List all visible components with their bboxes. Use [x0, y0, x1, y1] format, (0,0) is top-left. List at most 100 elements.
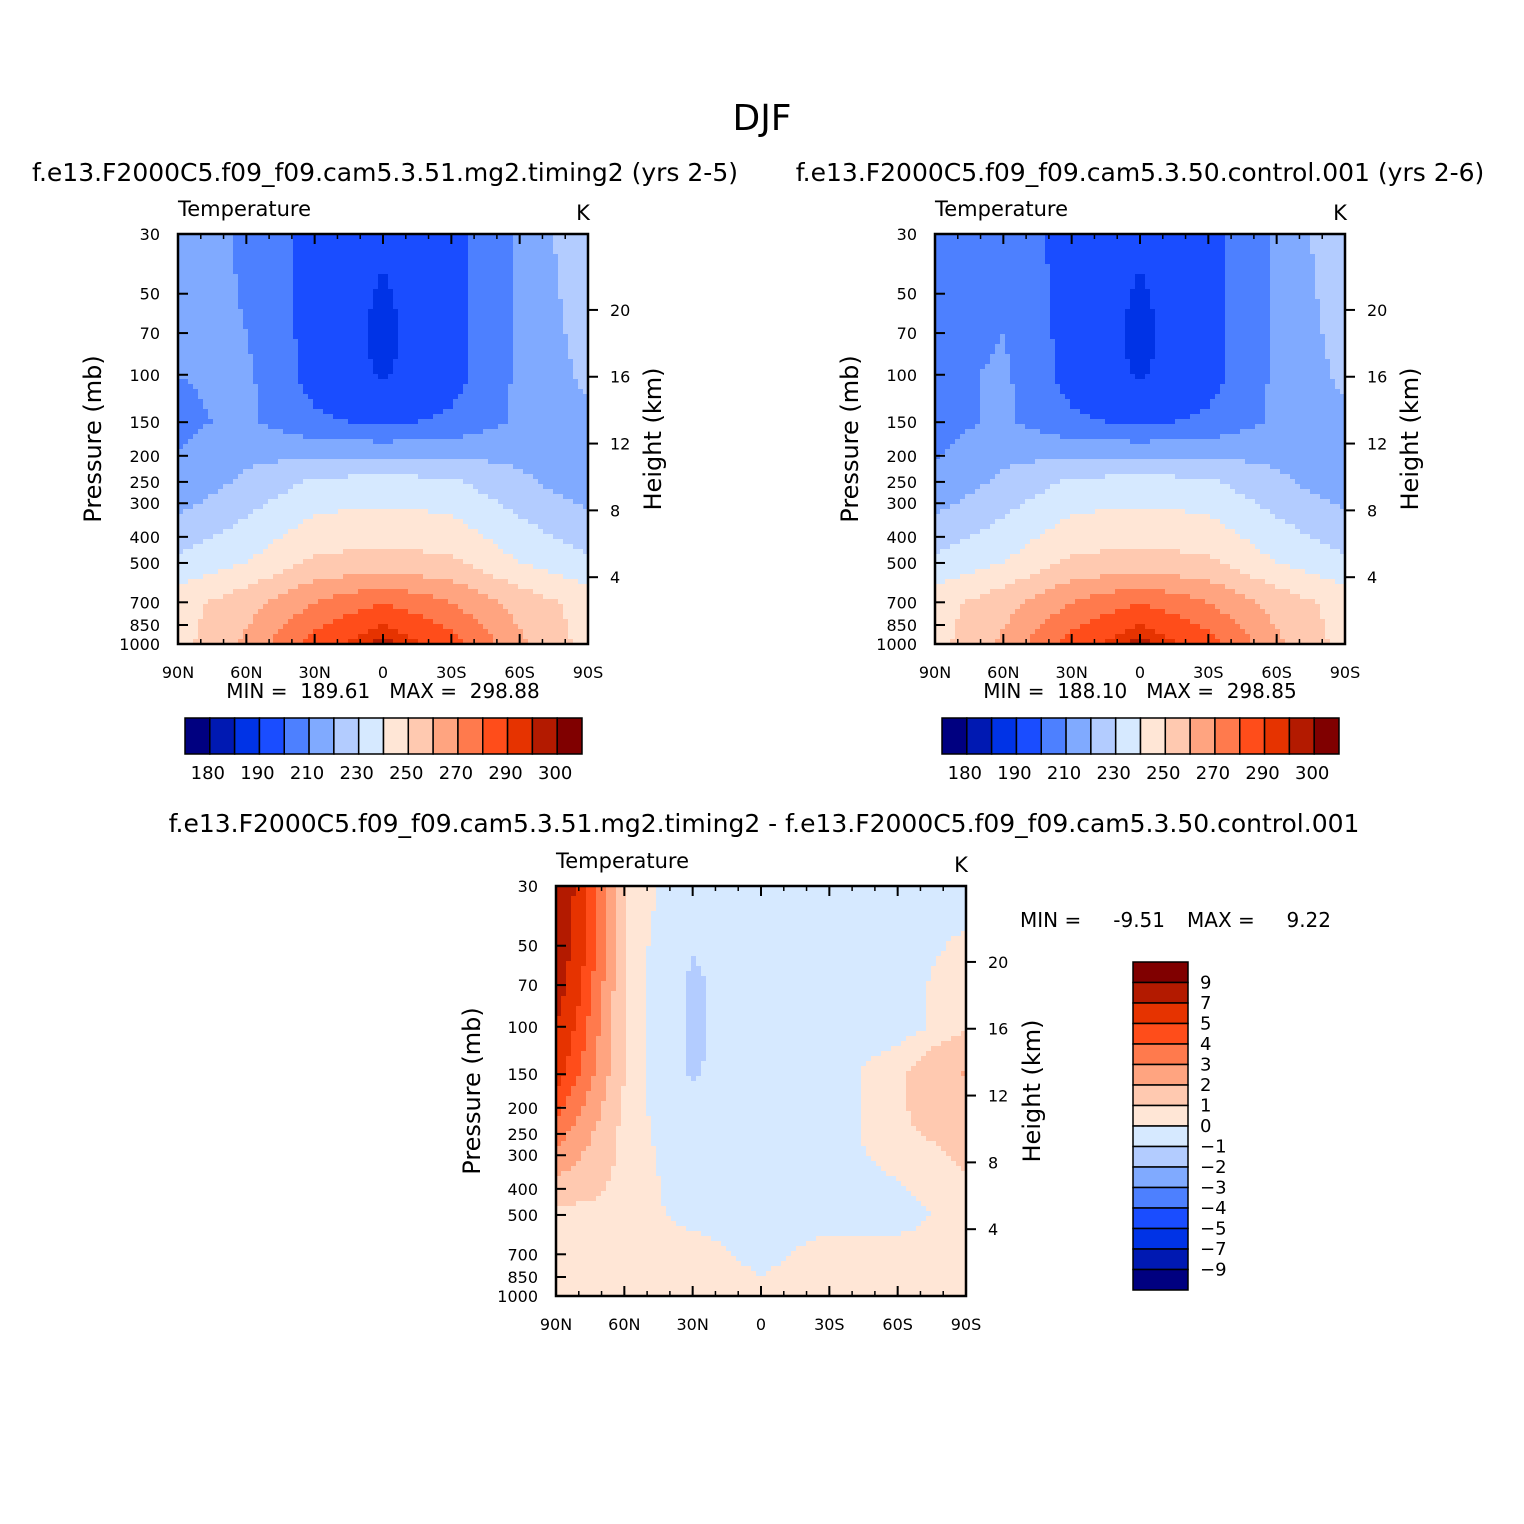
contour-cell	[543, 279, 549, 285]
contour-cell	[273, 284, 279, 290]
contour-cell	[523, 359, 529, 365]
contour-cell	[213, 524, 219, 530]
contour-cell	[253, 484, 259, 490]
contour-cell	[508, 384, 514, 390]
contour-cell	[428, 284, 434, 290]
contour-cell	[223, 519, 229, 525]
contour-cell	[363, 239, 369, 245]
contour-cell	[198, 524, 204, 530]
contour-cell	[553, 324, 559, 330]
contour-cell	[268, 394, 274, 400]
contour-cell	[508, 294, 514, 300]
contour-cell	[298, 524, 304, 530]
contour-cell	[388, 234, 394, 240]
contour-cell	[288, 459, 294, 465]
contour-cell	[443, 374, 449, 380]
contour-cell	[193, 319, 199, 325]
contour-cell	[408, 529, 414, 535]
contour-cell	[473, 439, 479, 445]
contour-cell	[543, 239, 549, 245]
contour-cell	[548, 459, 554, 465]
contour-cell	[203, 479, 209, 485]
contour-cell	[398, 444, 404, 450]
contour-cell	[448, 324, 454, 330]
contour-cell	[228, 279, 234, 285]
contour-cell	[478, 389, 484, 395]
contour-cell	[303, 364, 309, 370]
contour-cell	[178, 239, 184, 245]
contour-cell	[403, 274, 409, 280]
contour-cell	[568, 529, 574, 535]
contour-cell	[248, 314, 254, 320]
contour-cell	[223, 284, 229, 290]
contour-cell	[463, 299, 469, 305]
contour-cell	[558, 444, 564, 450]
contour-cell	[178, 264, 184, 270]
contour-cell	[203, 254, 209, 260]
contour-cell	[238, 479, 244, 485]
contour-cell	[213, 449, 219, 455]
contour-cell	[278, 234, 284, 240]
contour-cell	[273, 504, 279, 510]
contour-cell	[458, 344, 464, 350]
contour-cell	[568, 479, 574, 485]
contour-cell	[403, 489, 409, 495]
contour-cell	[258, 369, 264, 375]
contour-cell	[303, 359, 309, 365]
contour-cell	[313, 519, 319, 525]
contour-cell	[233, 499, 239, 505]
contour-cell	[178, 524, 184, 530]
contour-cell	[478, 454, 484, 460]
contour-cell	[438, 289, 444, 295]
contour-cell	[563, 274, 569, 280]
contour-cell	[348, 414, 354, 420]
contour-cell	[258, 389, 264, 395]
contour-cell	[233, 379, 239, 385]
contour-cell	[443, 359, 449, 365]
contour-cell	[573, 329, 579, 335]
contour-cell	[538, 489, 544, 495]
contour-cell	[208, 284, 214, 290]
contour-cell	[583, 294, 588, 300]
contour-cell	[358, 514, 364, 520]
contour-cell	[448, 534, 454, 540]
contour-cell	[438, 309, 444, 315]
contour-cell	[318, 339, 324, 345]
contour-cell	[523, 239, 529, 245]
contour-cell	[248, 324, 254, 330]
contour-cell	[293, 509, 299, 515]
contour-cell	[503, 379, 509, 385]
contour-cell	[418, 459, 424, 465]
contour-cell	[233, 304, 239, 310]
contour-cell	[433, 444, 439, 450]
contour-cell	[353, 484, 359, 490]
contour-cell	[398, 319, 404, 325]
contour-cell	[218, 239, 224, 245]
contour-cell	[573, 489, 579, 495]
contour-cell	[468, 284, 474, 290]
contour-cell	[443, 459, 449, 465]
contour-cell	[268, 484, 274, 490]
contour-cell	[388, 249, 394, 255]
contour-cell	[403, 449, 409, 455]
contour-cell	[438, 294, 444, 300]
contour-cell	[473, 249, 479, 255]
contour-cell	[398, 494, 404, 500]
contour-cell	[513, 504, 519, 510]
contour-cell	[483, 499, 489, 505]
contour-cell	[413, 479, 419, 485]
contour-cell	[403, 314, 409, 320]
contour-cell	[508, 489, 514, 495]
contour-cell	[273, 429, 279, 435]
contour-cell	[318, 264, 324, 270]
contour-cell	[423, 504, 429, 510]
contour-cell	[363, 434, 369, 440]
contour-cell	[268, 309, 274, 315]
contour-cell	[498, 479, 504, 485]
contour-cell	[413, 459, 419, 465]
contour-cell	[398, 294, 404, 300]
contour-cell	[428, 534, 434, 540]
contour-cell	[343, 479, 349, 485]
contour-cell	[553, 439, 559, 445]
contour-cell	[573, 374, 579, 380]
